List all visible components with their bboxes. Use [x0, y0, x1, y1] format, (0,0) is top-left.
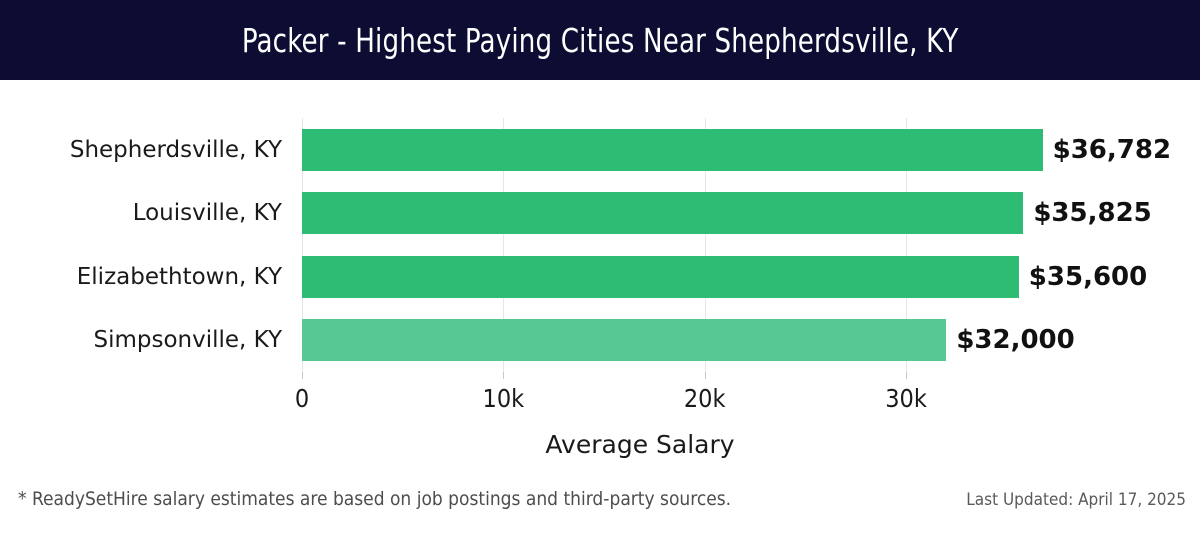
bar-value-label: $36,782: [1052, 134, 1172, 165]
bar-row: $35,825 Louisville, KY: [133, 192, 1152, 235]
bar[interactable]: [302, 192, 1024, 235]
y-axis-category-label-text: Elizabethtown, KY: [76, 263, 282, 290]
chart-footer: * ReadySetHire salary estimates are base…: [0, 488, 1200, 540]
chart-header: Packer - Highest Paying Cities Near Shep…: [0, 0, 1200, 80]
x-axis-title-label: Average Salary: [545, 430, 735, 459]
bar-value-label: $35,825: [1033, 198, 1152, 229]
x-axis-title: Average Salary: [0, 430, 1200, 459]
y-axis-category-label-text: Shepherdsville, KY: [69, 136, 282, 163]
plot-area: 0 10k 20k 30k $36,782 Shepherdsville, KY $35,8…: [70, 118, 1171, 413]
last-updated-text: Last Updated: April 17, 2025: [966, 490, 1186, 510]
y-axis-category-label-text: Louisville, KY: [132, 200, 282, 227]
gridline: [906, 118, 908, 372]
chart-body: 0 10k 20k 30k $36,782 Shepherdsville, KY $35,8…: [0, 80, 1200, 470]
gridline: [302, 118, 303, 372]
gridline: [503, 118, 505, 372]
x-axis-tick: [906, 372, 908, 379]
bar-value-label: $35,600: [1028, 261, 1148, 292]
x-axis-tick-label: 10k: [482, 384, 525, 413]
x-axis-tick: [704, 372, 706, 379]
x-axis-tick: [302, 372, 303, 379]
y-axis-category-label-text: Simpsonville, KY: [93, 327, 283, 354]
bar-value-label: $32,000: [956, 325, 1075, 356]
x-axis-tick-label: 30k: [885, 384, 927, 413]
bar-row: $36,782 Shepherdsville, KY: [70, 128, 1171, 171]
bar[interactable]: [302, 255, 1019, 298]
x-axis-tick: [503, 372, 505, 379]
x-axis-tick-label: 20k: [683, 384, 726, 413]
bar[interactable]: [302, 319, 947, 362]
page-title: Packer - Highest Paying Cities Near Shep…: [241, 20, 959, 60]
gridline: [704, 118, 706, 372]
x-axis-tick-label: 0: [294, 384, 310, 413]
bar-row: $35,600 Elizabethtown, KY: [77, 255, 1147, 298]
bar[interactable]: [302, 128, 1043, 171]
bar-row: $32,000 Simpsonville, KY: [94, 319, 1075, 362]
disclaimer-text: * ReadySetHire salary estimates are base…: [18, 488, 732, 510]
